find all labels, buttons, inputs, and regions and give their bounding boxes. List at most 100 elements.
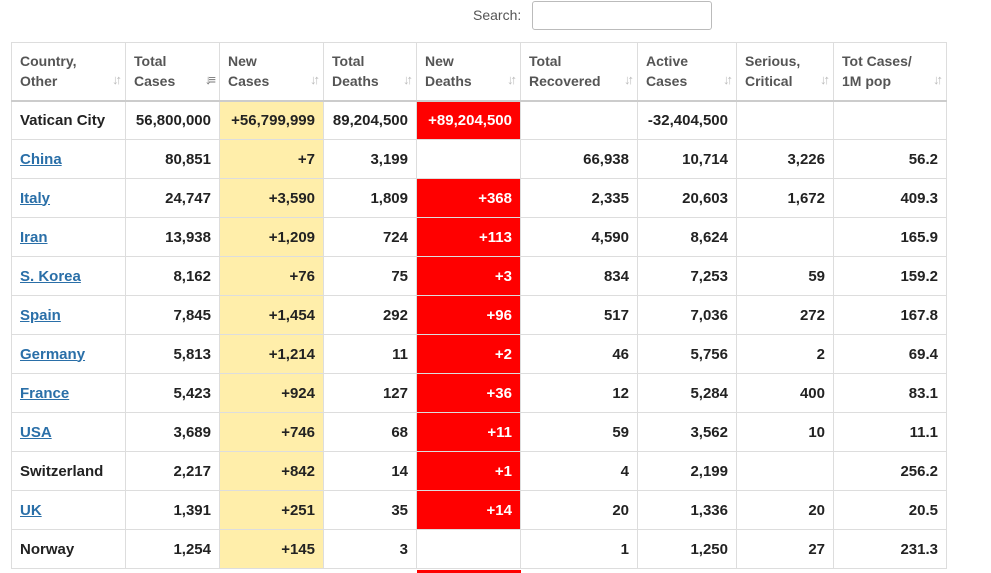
total-deaths-cell: 11 (323, 334, 417, 374)
column-header-label: Total Cases (134, 53, 176, 90)
table-body: Vatican City 56,800,000 +56,799,999 89,204,… (11, 100, 947, 569)
country-name: Switzerland (20, 462, 104, 480)
country-name: Norway (20, 540, 75, 558)
total-deaths-cell: 89,204,500 (323, 100, 417, 140)
total-deaths-cell: 724 (323, 217, 417, 257)
total-recovered-cell: 66,938 (520, 139, 638, 179)
total-deaths-cell: 127 (323, 373, 417, 413)
active-cases-cell: 7,253 (637, 256, 737, 296)
country-link[interactable]: S. Korea (20, 267, 81, 285)
country-link[interactable]: Iran (20, 228, 48, 246)
sort-icon[interactable]: ↓↑ (624, 71, 634, 87)
total-recovered-cell: 20 (520, 490, 638, 530)
sort-icon[interactable]: ↓↑ (723, 71, 733, 87)
serious-critical-cell: 2 (736, 334, 834, 374)
header-row: Country, Other ↓↑ Total Cases ↓≡ New Cases ↓↑… (11, 42, 947, 102)
country-cell: France (11, 373, 126, 413)
table-row: France 5,423 +924 127 +36 12 5,284 400 83.1 (11, 373, 947, 413)
table-row: USA 3,689 +746 68 +11 59 3,562 10 11.1 (11, 412, 947, 452)
column-header-new-cases[interactable]: New Cases ↓↑ (219, 42, 324, 102)
country-cell: S. Korea (11, 256, 126, 296)
new-deaths-cell: +3 (416, 256, 521, 296)
country-link[interactable]: France (20, 384, 70, 402)
serious-critical-cell (736, 451, 834, 491)
table-row: Iran 13,938 +1,209 724 +113 4,590 8,624 165.9 (11, 217, 947, 257)
new-deaths-cell: +1 (416, 451, 521, 491)
total-recovered-cell: 834 (520, 256, 638, 296)
column-header-total-cases[interactable]: Total Cases ↓≡ (125, 42, 220, 102)
column-header-country[interactable]: Country, Other ↓↑ (11, 42, 126, 102)
active-cases-cell: 5,756 (637, 334, 737, 374)
country-cell: USA (11, 412, 126, 452)
active-cases-cell: 1,250 (637, 529, 737, 569)
column-header-active-cases[interactable]: Active Cases ↓↑ (637, 42, 737, 102)
new-deaths-cell: +2 (416, 334, 521, 374)
total-deaths-cell: 3,199 (323, 139, 417, 179)
active-cases-cell: 8,624 (637, 217, 737, 257)
new-cases-cell: +1,209 (219, 217, 324, 257)
column-header-label: New Deaths (425, 53, 472, 90)
sort-icon[interactable]: ↓↑ (820, 71, 830, 87)
country-link[interactable]: USA (20, 423, 52, 441)
table-row-top: Vatican City 56,800,000 +56,799,999 89,204,… (11, 100, 947, 140)
total-recovered-cell (520, 100, 638, 140)
total-deaths-cell: 1,809 (323, 178, 417, 218)
country-cell: Iran (11, 217, 126, 257)
country-link[interactable]: Germany (20, 345, 86, 363)
sort-icon[interactable]: ↓↑ (112, 71, 122, 87)
total-recovered-cell: 46 (520, 334, 638, 374)
serious-critical-cell: 272 (736, 295, 834, 335)
sort-icon[interactable]: ↓↑ (933, 71, 943, 87)
country-link[interactable]: Italy (20, 189, 51, 207)
active-cases-cell: 2,199 (637, 451, 737, 491)
column-header-label: Serious, Critical (745, 53, 801, 90)
per-million-cell: 83.1 (833, 373, 947, 413)
country-link[interactable]: China (20, 150, 62, 168)
sort-icon[interactable]: ↓↑ (403, 71, 413, 87)
serious-critical-cell (736, 100, 834, 140)
search-label: Search: (473, 7, 522, 23)
column-header-total-deaths[interactable]: Total Deaths ↓↑ (323, 42, 417, 102)
total-cases-cell: 1,254 (125, 529, 220, 569)
column-header-label: Tot Cases/ 1M pop (842, 53, 912, 90)
table-row: Norway 1,254 +145 3 1 1,250 27 231.3 (11, 529, 947, 569)
per-million-cell: 256.2 (833, 451, 947, 491)
total-deaths-cell: 14 (323, 451, 417, 491)
column-header-label: New Cases (228, 53, 270, 90)
country-link[interactable]: Spain (20, 306, 61, 324)
sort-desc-icon[interactable]: ↓≡ (204, 71, 216, 87)
country-cell: Vatican City (11, 100, 126, 140)
per-million-cell: 159.2 (833, 256, 947, 296)
column-header-per-million[interactable]: Tot Cases/ 1M pop ↓↑ (833, 42, 947, 102)
column-header-label: Total Recovered (529, 53, 601, 90)
new-cases-cell: +1,454 (219, 295, 324, 335)
table-row: UK 1,391 +251 35 +14 20 1,336 20 20.5 (11, 490, 947, 530)
new-cases-cell: +1,214 (219, 334, 324, 374)
new-cases-cell: +56,799,999 (219, 100, 324, 140)
active-cases-cell: 3,562 (637, 412, 737, 452)
new-cases-cell: +3,590 (219, 178, 324, 218)
new-deaths-cell: +368 (416, 178, 521, 218)
sort-icon[interactable]: ↓↑ (310, 71, 320, 87)
coronavirus-stats-table: Country, Other ↓↑ Total Cases ↓≡ New Cases ↓↑… (11, 42, 947, 569)
new-cases-cell: +145 (219, 529, 324, 569)
total-cases-cell: 1,391 (125, 490, 220, 530)
new-cases-cell: +924 (219, 373, 324, 413)
total-deaths-cell: 68 (323, 412, 417, 452)
table-header: Country, Other ↓↑ Total Cases ↓≡ New Cases ↓↑… (11, 42, 947, 102)
per-million-cell: 11.1 (833, 412, 947, 452)
per-million-cell: 165.9 (833, 217, 947, 257)
table-row: S. Korea 8,162 +76 75 +3 834 7,253 59 159.2 (11, 256, 947, 296)
column-header-new-deaths[interactable]: New Deaths ↓↑ (416, 42, 521, 102)
active-cases-cell: 20,603 (637, 178, 737, 218)
country-link[interactable]: UK (20, 501, 42, 519)
column-header-serious-critical[interactable]: Serious, Critical ↓↑ (736, 42, 834, 102)
total-cases-cell: 56,800,000 (125, 100, 220, 140)
search-input[interactable] (532, 1, 712, 30)
sort-icon[interactable]: ↓↑ (507, 71, 517, 87)
per-million-cell: 167.8 (833, 295, 947, 335)
column-header-total-recovered[interactable]: Total Recovered ↓↑ (520, 42, 638, 102)
total-cases-cell: 2,217 (125, 451, 220, 491)
serious-critical-cell: 1,672 (736, 178, 834, 218)
active-cases-cell: -32,404,500 (637, 100, 737, 140)
